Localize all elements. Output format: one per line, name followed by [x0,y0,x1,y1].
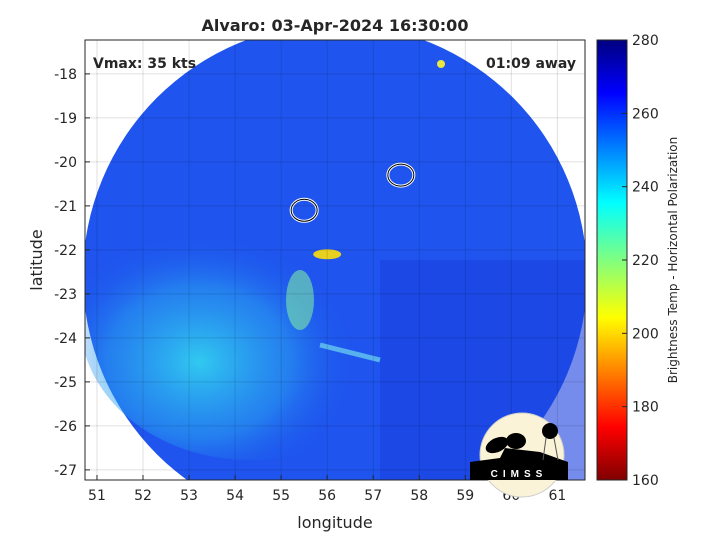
warm-spot [313,249,342,260]
y-tick-label: -20 [54,155,77,171]
y-tick-label: -22 [54,243,77,259]
x-tick-label: 53 [180,488,198,504]
x-tick-label: 54 [226,488,244,504]
edge-warm-spot [437,60,445,68]
y-tick-label: -24 [54,331,77,347]
colorbar-tick-label: 160 [632,473,659,489]
x-tick-label: 52 [134,488,152,504]
x-tick-label: 58 [410,488,428,504]
contour-outline [387,163,415,187]
rainband [286,270,314,330]
x-tick-label: 59 [456,488,474,504]
colorbar-tick-label: 240 [632,180,659,196]
logo-text: CIMSS [491,469,548,480]
warm-band [85,180,420,460]
colorbar-tick-label: 200 [632,326,659,342]
x-axis-label: longitude [297,513,372,532]
plot-frame [84,39,586,481]
chart-title: Alvaro: 03-Apr-2024 16:30:00 [202,16,469,35]
y-tick-label: -18 [54,67,77,83]
y-tick-label: -26 [54,419,77,435]
colorbar-label: Brightness Temp - Horizontal Polarizatio… [666,137,680,384]
y-tick-label: -23 [54,287,77,303]
rainband-streak [319,342,381,363]
colorbar-tick-label: 280 [632,33,659,49]
x-tick-label: 51 [88,488,106,504]
x-tick-label: 57 [364,488,382,504]
y-tick-label: -27 [54,463,77,479]
x-tick-label: 55 [272,488,290,504]
y-tick-label: -25 [54,375,77,391]
time-away-label: 01:09 away [486,56,576,72]
y-axis-label: latitude [27,229,46,290]
vmax-label: Vmax: 35 kts [93,56,196,72]
contour-outline [290,198,318,222]
x-tick-label: 56 [318,488,336,504]
y-tick-label: -21 [54,199,77,215]
colorbar-tick-label: 260 [632,106,659,122]
x-tick-label: 61 [548,488,566,504]
colorbar-tick-label: 220 [632,253,659,269]
cimss-logo: CIMSS [470,412,568,498]
colorbar-tick-label: 180 [632,400,659,416]
y-tick-label: -19 [54,111,77,127]
